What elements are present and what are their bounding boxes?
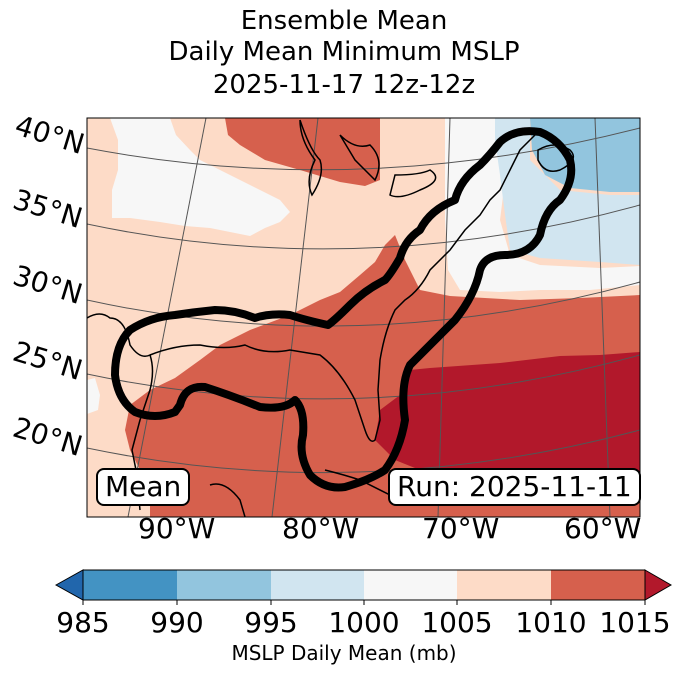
- colorbar-over: [644, 569, 673, 601]
- lon-label-90w: 90°W: [138, 512, 216, 545]
- colorbar-tick-1005: 1005: [421, 606, 493, 639]
- colorbar-tick-995: 995: [244, 606, 298, 639]
- title-line-3: 2025-11-17 12z-12z: [212, 70, 476, 100]
- lon-label-60w: 60°W: [564, 512, 642, 545]
- colorbar-tick-1000: 1000: [328, 606, 400, 639]
- lon-label-70w: 70°W: [422, 512, 500, 545]
- field-1000-1005-plains: [110, 118, 290, 236]
- map-field: [87, 118, 640, 517]
- field-1000-1005-northeast: [445, 118, 640, 292]
- field-1010-1015-greatlakes: [225, 118, 380, 186]
- colorbar-tick-1010: 1010: [515, 606, 587, 639]
- lon-label-80w: 80°W: [282, 512, 360, 545]
- colorbar-bin-1005-1010: [457, 570, 551, 600]
- coastlines: [87, 119, 575, 517]
- field-1000-1005-west: [87, 378, 100, 414]
- run-date-box: Run: 2025-11-11: [388, 468, 641, 506]
- outline-contour: [111, 127, 576, 492]
- title-line-2: Daily Mean Minimum MSLP: [168, 37, 520, 67]
- mean-label-box: Mean: [96, 468, 191, 506]
- field-990-995: [530, 118, 640, 192]
- title-line-1: Ensemble Mean: [240, 6, 448, 36]
- colorbar-bin-1010-1015: [551, 570, 645, 600]
- colorbar-bin-995-1000: [271, 570, 364, 600]
- colorbar-bin-1000-1005: [364, 570, 457, 600]
- colorbar: [54, 569, 673, 605]
- field-over-1015: [375, 352, 640, 490]
- colorbar-under: [54, 569, 84, 601]
- colorbar-tick-990: 990: [150, 606, 204, 639]
- colorbar-bin-985-990: [83, 570, 177, 600]
- colorbar-bin-990-995: [177, 570, 271, 600]
- colorbar-tick-1015: 1015: [599, 606, 671, 639]
- colorbar-tick-985: 985: [56, 606, 110, 639]
- map-frame: [86, 117, 641, 518]
- colorbar-label: MSLP Daily Mean (mb): [231, 641, 457, 665]
